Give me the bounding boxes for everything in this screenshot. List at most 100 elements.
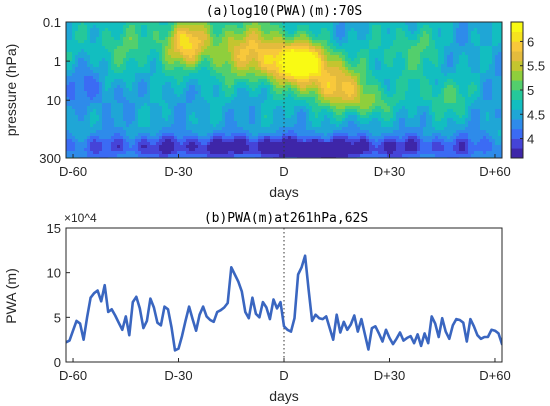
heatmap-cell <box>189 88 193 92</box>
heatmap-cell <box>282 94 286 98</box>
heatmap-cell <box>234 148 238 152</box>
heatmap-cell <box>129 58 133 62</box>
heatmap-cell <box>318 136 322 140</box>
heatmap-cell <box>363 70 367 74</box>
heatmap-cell <box>351 91 355 95</box>
heatmap-cell <box>264 28 268 32</box>
heatmap-cell <box>105 34 109 38</box>
heatmap-cell <box>375 73 379 77</box>
heatmap-cell <box>198 25 202 29</box>
heatmap-cell <box>207 127 211 131</box>
heatmap-cell <box>105 112 109 116</box>
heatmap-cell <box>147 100 151 104</box>
heatmap-cell <box>189 67 193 71</box>
heatmap-cell <box>390 97 394 101</box>
heatmap-cell <box>357 82 361 86</box>
heatmap-cell <box>210 130 214 134</box>
heatmap-cell <box>210 28 214 32</box>
heatmap-cell <box>291 88 295 92</box>
heatmap-cell <box>327 91 331 95</box>
heatmap-cell <box>150 151 154 155</box>
heatmap-cell <box>285 67 289 71</box>
heatmap-cell <box>369 22 373 26</box>
heatmap-cell <box>303 121 307 125</box>
heatmap-cell <box>129 112 133 116</box>
heatmap-cell <box>210 148 214 152</box>
heatmap-cell <box>114 43 118 47</box>
heatmap-cell <box>288 94 292 98</box>
heatmap-cell <box>108 79 112 83</box>
heatmap-cell <box>177 127 181 131</box>
heatmap-cell <box>261 82 265 86</box>
heatmap-cell <box>126 124 130 128</box>
heatmap-cell <box>150 112 154 116</box>
heatmap-cell <box>102 82 106 86</box>
heatmap-cell <box>108 49 112 53</box>
heatmap-cell <box>117 49 121 53</box>
heatmap-cell <box>336 130 340 134</box>
heatmap-cell <box>210 124 214 128</box>
heatmap-cell <box>330 52 334 56</box>
heatmap-cell <box>231 76 235 80</box>
heatmap-cell <box>339 79 343 83</box>
heatmap-cell <box>387 31 391 35</box>
heatmap-cell <box>300 136 304 140</box>
heatmap-cell <box>324 94 328 98</box>
heatmap-cell <box>93 148 97 152</box>
heatmap-cell <box>66 148 70 152</box>
heatmap-cell <box>216 151 220 155</box>
heatmap-cell <box>285 31 289 35</box>
heatmap-cell <box>339 67 343 71</box>
heatmap-cell <box>216 130 220 134</box>
heatmap-cell <box>87 133 91 137</box>
heatmap-cell <box>72 70 76 74</box>
heatmap-cell <box>255 88 259 92</box>
heatmap-cell <box>273 28 277 32</box>
heatmap-cell <box>78 70 82 74</box>
heatmap-cell <box>372 43 376 47</box>
heatmap-cell <box>375 109 379 113</box>
heatmap-cell <box>243 145 247 149</box>
heatmap-cell <box>147 79 151 83</box>
heatmap-cell <box>270 64 274 68</box>
heatmap-cell <box>153 133 157 137</box>
heatmap-cell <box>378 130 382 134</box>
heatmap-cell <box>174 46 178 50</box>
heatmap-cell <box>153 31 157 35</box>
heatmap-cell <box>123 25 127 29</box>
heatmap-cell <box>114 22 118 26</box>
heatmap-cell <box>216 31 220 35</box>
heatmap-cell <box>345 46 349 50</box>
heatmap-cell <box>219 67 223 71</box>
heatmap-cell <box>120 52 124 56</box>
heatmap-cell <box>309 34 313 38</box>
heatmap-cell <box>126 91 130 95</box>
heatmap-cell <box>366 61 370 65</box>
heatmap-cell <box>111 100 115 104</box>
heatmap-cell <box>129 73 133 77</box>
heatmap-cell <box>357 61 361 65</box>
heatmap-cell <box>363 55 367 59</box>
heatmap-cell <box>297 121 301 125</box>
heatmap-cell <box>171 139 175 143</box>
heatmap-cell <box>297 145 301 149</box>
heatmap-cell <box>102 64 106 68</box>
heatmap-cell <box>237 121 241 125</box>
heatmap-cell <box>183 40 187 44</box>
heatmap-cell <box>150 22 154 26</box>
heatmap-cell <box>66 109 70 113</box>
heatmap-cell <box>387 121 391 125</box>
heatmap-cell <box>147 118 151 122</box>
heatmap-cell <box>315 139 319 143</box>
heatmap-cell <box>219 70 223 74</box>
heatmap-cell <box>387 115 391 119</box>
heatmap-cell <box>132 121 136 125</box>
heatmap-cell <box>207 64 211 68</box>
heatmap-cell <box>204 52 208 56</box>
heatmap-cell <box>213 28 217 32</box>
heatmap-cell <box>156 118 160 122</box>
heatmap-cell <box>183 37 187 41</box>
heatmap-cell <box>201 151 205 155</box>
heatmap-cell <box>141 97 145 101</box>
heatmap-cell <box>210 25 214 29</box>
